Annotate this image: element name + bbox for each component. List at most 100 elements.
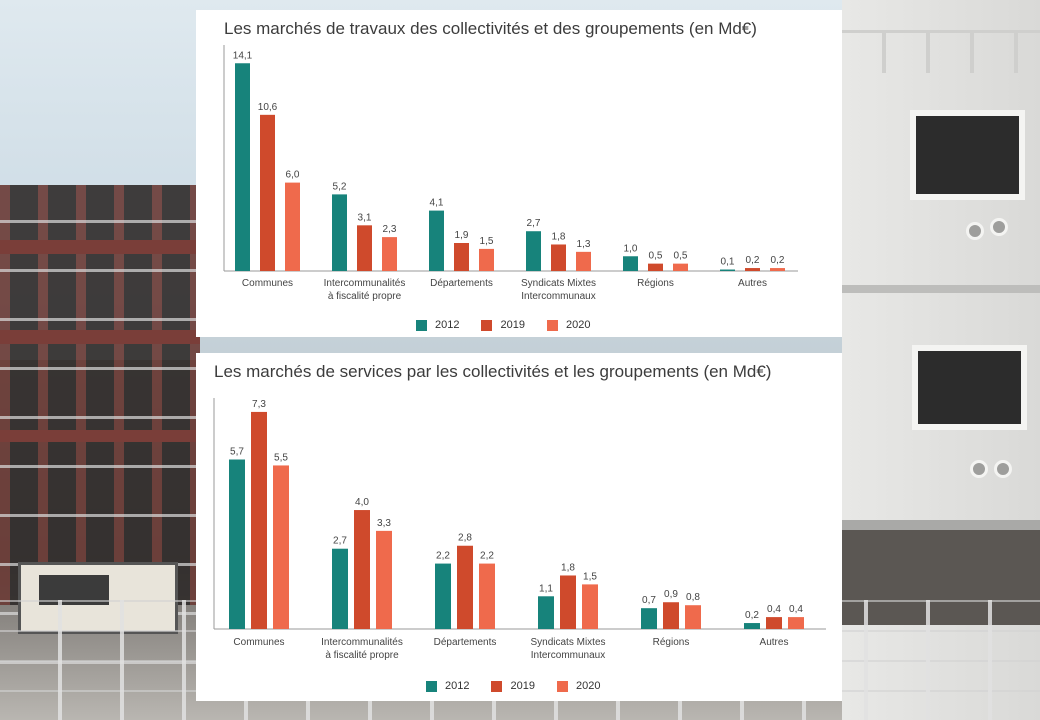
- data-label: 1,9: [455, 230, 469, 241]
- data-label: 2,7: [527, 218, 541, 229]
- legend-item-2020: 2020: [546, 319, 591, 331]
- vent-hole: [966, 222, 984, 240]
- category-label: Départements: [434, 637, 497, 648]
- legend-label: 2012: [435, 319, 460, 331]
- category-label-line: Communes: [242, 278, 293, 289]
- bar-2012-3: [538, 596, 554, 629]
- data-label: 2,2: [480, 551, 494, 562]
- bar-2020-3: [576, 251, 591, 271]
- legend-item-2012: 2012: [426, 680, 469, 692]
- data-label: 4,0: [355, 497, 369, 508]
- legend-label: 2012: [445, 680, 470, 692]
- category-label-line: Autres: [738, 278, 767, 289]
- bar-2019-4: [648, 263, 663, 271]
- bar-2019-3: [551, 244, 566, 271]
- category-label: Régions: [653, 637, 690, 648]
- bar-2012-5: [744, 623, 760, 629]
- building-floor-divider: [842, 285, 1040, 293]
- data-label: 2,3: [383, 224, 397, 235]
- data-label: 0,2: [745, 610, 759, 621]
- legend-swatch-icon: [491, 680, 503, 692]
- data-label: 2,2: [436, 551, 450, 562]
- legend-item-2019: 2019: [491, 680, 535, 692]
- data-label: 2,7: [333, 536, 347, 547]
- bar-chart-services: 5,7 7,3 5,5 Communes 2,7 4,0 3,3 Intercommunali…: [213, 398, 826, 661]
- legend-swatch-icon: [556, 680, 568, 692]
- legend-label: 2020: [565, 319, 591, 331]
- legend-swatch-icon: [416, 319, 427, 331]
- data-label: 0,2: [746, 255, 760, 266]
- window: [912, 345, 1027, 430]
- data-label: 1,8: [552, 231, 566, 242]
- bar-2012-0: [235, 63, 250, 272]
- building-floor-divider: [842, 520, 1040, 530]
- bar-2020-5: [788, 617, 804, 629]
- data-label: 1,5: [480, 236, 494, 247]
- category-label-line: à fiscalité propre: [328, 291, 402, 302]
- category-label: Syndicats Mixtes Intercommunaux: [521, 278, 596, 302]
- bar-2019-2: [454, 243, 469, 271]
- bar-2019-5: [745, 268, 760, 271]
- data-label: 10,6: [258, 102, 278, 113]
- category-label-line: Syndicats Mixtes: [521, 278, 596, 289]
- bar-2019-1: [357, 225, 372, 271]
- data-label: 0,1: [721, 257, 735, 268]
- bar-2020-5: [770, 268, 785, 271]
- category-label: Autres: [738, 278, 767, 289]
- legend-label: 2020: [575, 680, 601, 692]
- category-label: Communes: [233, 637, 284, 648]
- bar-2012-3: [526, 231, 541, 271]
- data-label: 14,1: [233, 50, 253, 61]
- category-label-line: Régions: [653, 637, 690, 648]
- category-label-line: Communes: [233, 637, 284, 648]
- data-label: 1,3: [577, 239, 591, 250]
- bar-2020-0: [273, 465, 289, 629]
- category-label-line: Intercommunaux: [521, 291, 595, 302]
- bar-2020-1: [376, 530, 392, 629]
- data-label: 5,5: [274, 452, 288, 463]
- data-label: 0,9: [664, 589, 678, 600]
- data-label: 0,7: [642, 595, 656, 606]
- vent-hole: [970, 460, 988, 478]
- bar-2012-0: [229, 459, 245, 629]
- data-label: 3,3: [377, 518, 391, 529]
- window: [910, 110, 1025, 200]
- data-label: 2,8: [458, 533, 472, 544]
- category-label-line: à fiscalité propre: [325, 650, 399, 661]
- data-label: 6,0: [286, 170, 300, 181]
- bar-2020-3: [582, 584, 598, 629]
- bar-2012-1: [332, 194, 347, 271]
- data-label: 5,7: [230, 447, 244, 458]
- bar-2019-0: [260, 114, 275, 272]
- category-label-line: Régions: [637, 278, 674, 289]
- bar-2019-3: [560, 575, 576, 629]
- bar-2012-5: [720, 269, 735, 271]
- data-label: 3,1: [358, 212, 372, 223]
- data-label: 4,1: [430, 198, 444, 209]
- legend-label: 2019: [500, 319, 525, 331]
- category-label: Régions: [637, 278, 674, 289]
- bar-2012-4: [623, 256, 638, 271]
- legend-swatch-icon: [426, 680, 437, 692]
- legend-item-2019: 2019: [481, 319, 525, 331]
- data-label: 1,8: [561, 562, 575, 573]
- data-label: 0,4: [789, 604, 803, 615]
- category-label-line: Syndicats Mixtes: [530, 637, 605, 648]
- bar-2019-2: [457, 545, 473, 629]
- bar-2012-1: [332, 548, 348, 629]
- bar-2012-2: [429, 210, 444, 271]
- category-label-line: Départements: [430, 278, 493, 289]
- chart-panel-services: Les marchés de services par les collecti…: [196, 353, 842, 701]
- legend-label: 2019: [510, 680, 535, 692]
- bar-2019-1: [354, 510, 370, 629]
- bar-chart-travaux: 14,1 10,6 6,0 Communes 5,2 3,1 2,3 Intercommuna…: [223, 45, 798, 302]
- legend: 2012 2019 2020: [416, 319, 590, 331]
- data-label: 0,5: [674, 251, 688, 262]
- data-label: 0,8: [686, 592, 700, 603]
- bar-2020-1: [382, 237, 397, 271]
- data-label: 0,5: [649, 251, 663, 262]
- bar-2020-4: [685, 605, 701, 629]
- legend-swatch-icon: [481, 319, 493, 331]
- bar-2020-2: [479, 248, 494, 271]
- roof-railing: [842, 30, 1040, 73]
